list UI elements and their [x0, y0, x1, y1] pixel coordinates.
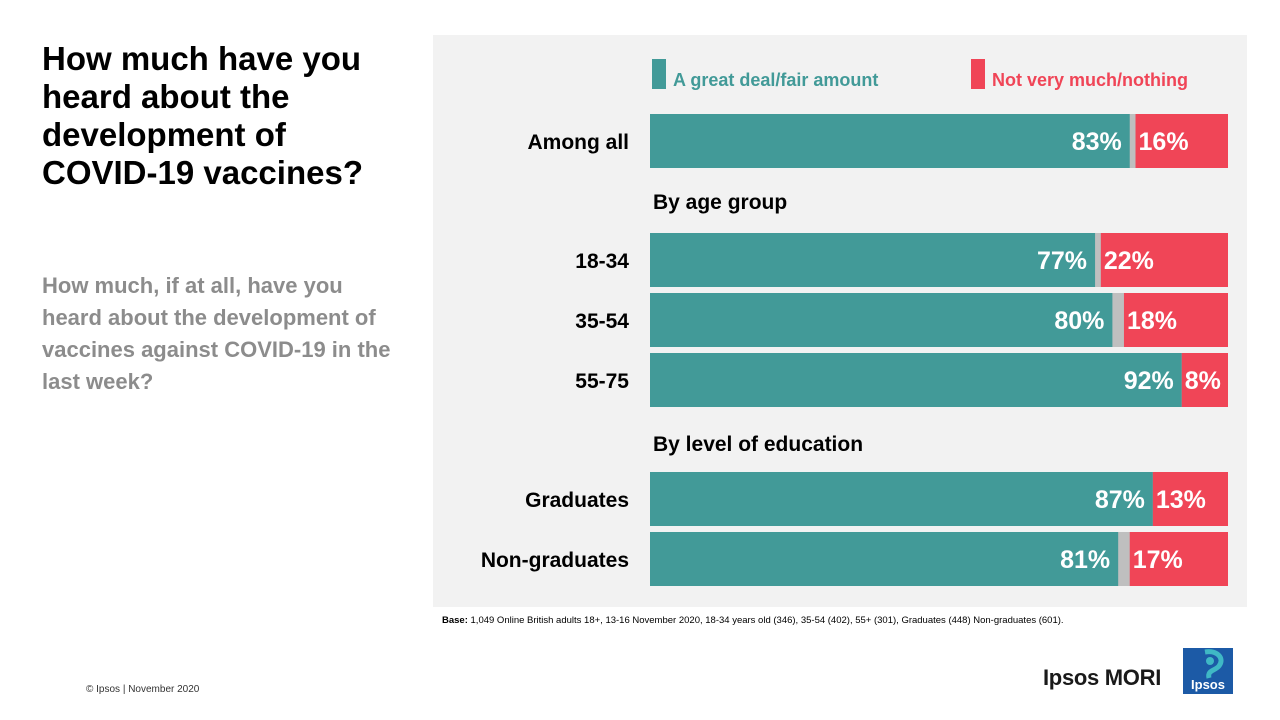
brand-name: Ipsos MORI [1043, 665, 1162, 690]
data-label-not-much-55-75: 8% [1185, 367, 1221, 395]
chart-panel: A great deal/fair amount Not very much/no… [433, 35, 1247, 607]
question-text: How much, if at all, have you heard abou… [42, 273, 391, 394]
bar-not-much-graduates [1152, 472, 1228, 526]
data-label-great-deal-18-34: 77% [1037, 247, 1087, 275]
legend-label-not-very-much-nothing: Not very much/nothing [992, 70, 1188, 90]
bar-not-much-35-54 [1123, 293, 1228, 347]
base-note-label: Base: [442, 615, 468, 626]
category-label-55-75: 55-75 [575, 370, 629, 393]
copyright-text: © Ipsos | November 2020 [86, 684, 200, 695]
bar-not-much-18-34 [1100, 233, 1228, 287]
stacked-bar-chart: A great deal/fair amount Not very much/no… [481, 59, 1228, 586]
bar-not-much-55-75 [1181, 353, 1228, 407]
legend-swatch-a-great-deal-fair-amount [652, 59, 666, 89]
page-title: How much have you heard about the develo… [42, 40, 363, 191]
base-note-text: 1,049 Online British adults 18+, 13-16 N… [470, 615, 1064, 626]
bar-great-deal-non-graduates [650, 532, 1119, 586]
bar-great-deal-graduates [650, 472, 1153, 526]
data-label-not-much-35-54: 18% [1127, 307, 1177, 335]
data-label-not-much-18-34: 22% [1104, 247, 1154, 275]
data-label-not-much-among-all: 16% [1139, 128, 1189, 156]
data-label-great-deal-non-graduates: 81% [1060, 546, 1110, 574]
bar-not-much-non-graduates [1129, 532, 1228, 586]
category-label-18-34: 18-34 [575, 250, 629, 273]
legend-swatch-not-very-much-nothing [971, 59, 985, 89]
legend-label-a-great-deal-fair-amount: A great deal/fair amount [673, 70, 878, 90]
category-label-graduates: Graduates [525, 489, 629, 512]
data-label-not-much-graduates: 13% [1156, 486, 1206, 514]
data-label-great-deal-35-54: 80% [1054, 307, 1104, 335]
group-label-by-age-group: By age group [653, 191, 787, 214]
bar-great-deal-55-75 [650, 353, 1182, 407]
data-label-great-deal-among-all: 83% [1072, 128, 1122, 156]
logo-text: Ipsos [1191, 677, 1225, 692]
data-label-great-deal-55-75: 92% [1124, 367, 1174, 395]
group-label-by-level-of-education: By level of education [653, 433, 863, 456]
bar-not-much-among-all [1135, 114, 1228, 168]
category-label-35-54: 35-54 [575, 310, 629, 333]
ipsos-logo-icon: Ipsos [1183, 648, 1233, 694]
bar-great-deal-among-all [650, 114, 1130, 168]
category-label-non-graduates: Non-graduates [481, 549, 629, 572]
bar-great-deal-18-34 [650, 233, 1096, 287]
data-label-great-deal-graduates: 87% [1095, 486, 1145, 514]
category-label-among-all: Among all [527, 131, 629, 154]
data-label-not-much-non-graduates: 17% [1133, 546, 1183, 574]
base-note: Base: 1,049 Online British adults 18+, 1… [442, 615, 1242, 626]
bar-great-deal-35-54 [650, 293, 1113, 347]
